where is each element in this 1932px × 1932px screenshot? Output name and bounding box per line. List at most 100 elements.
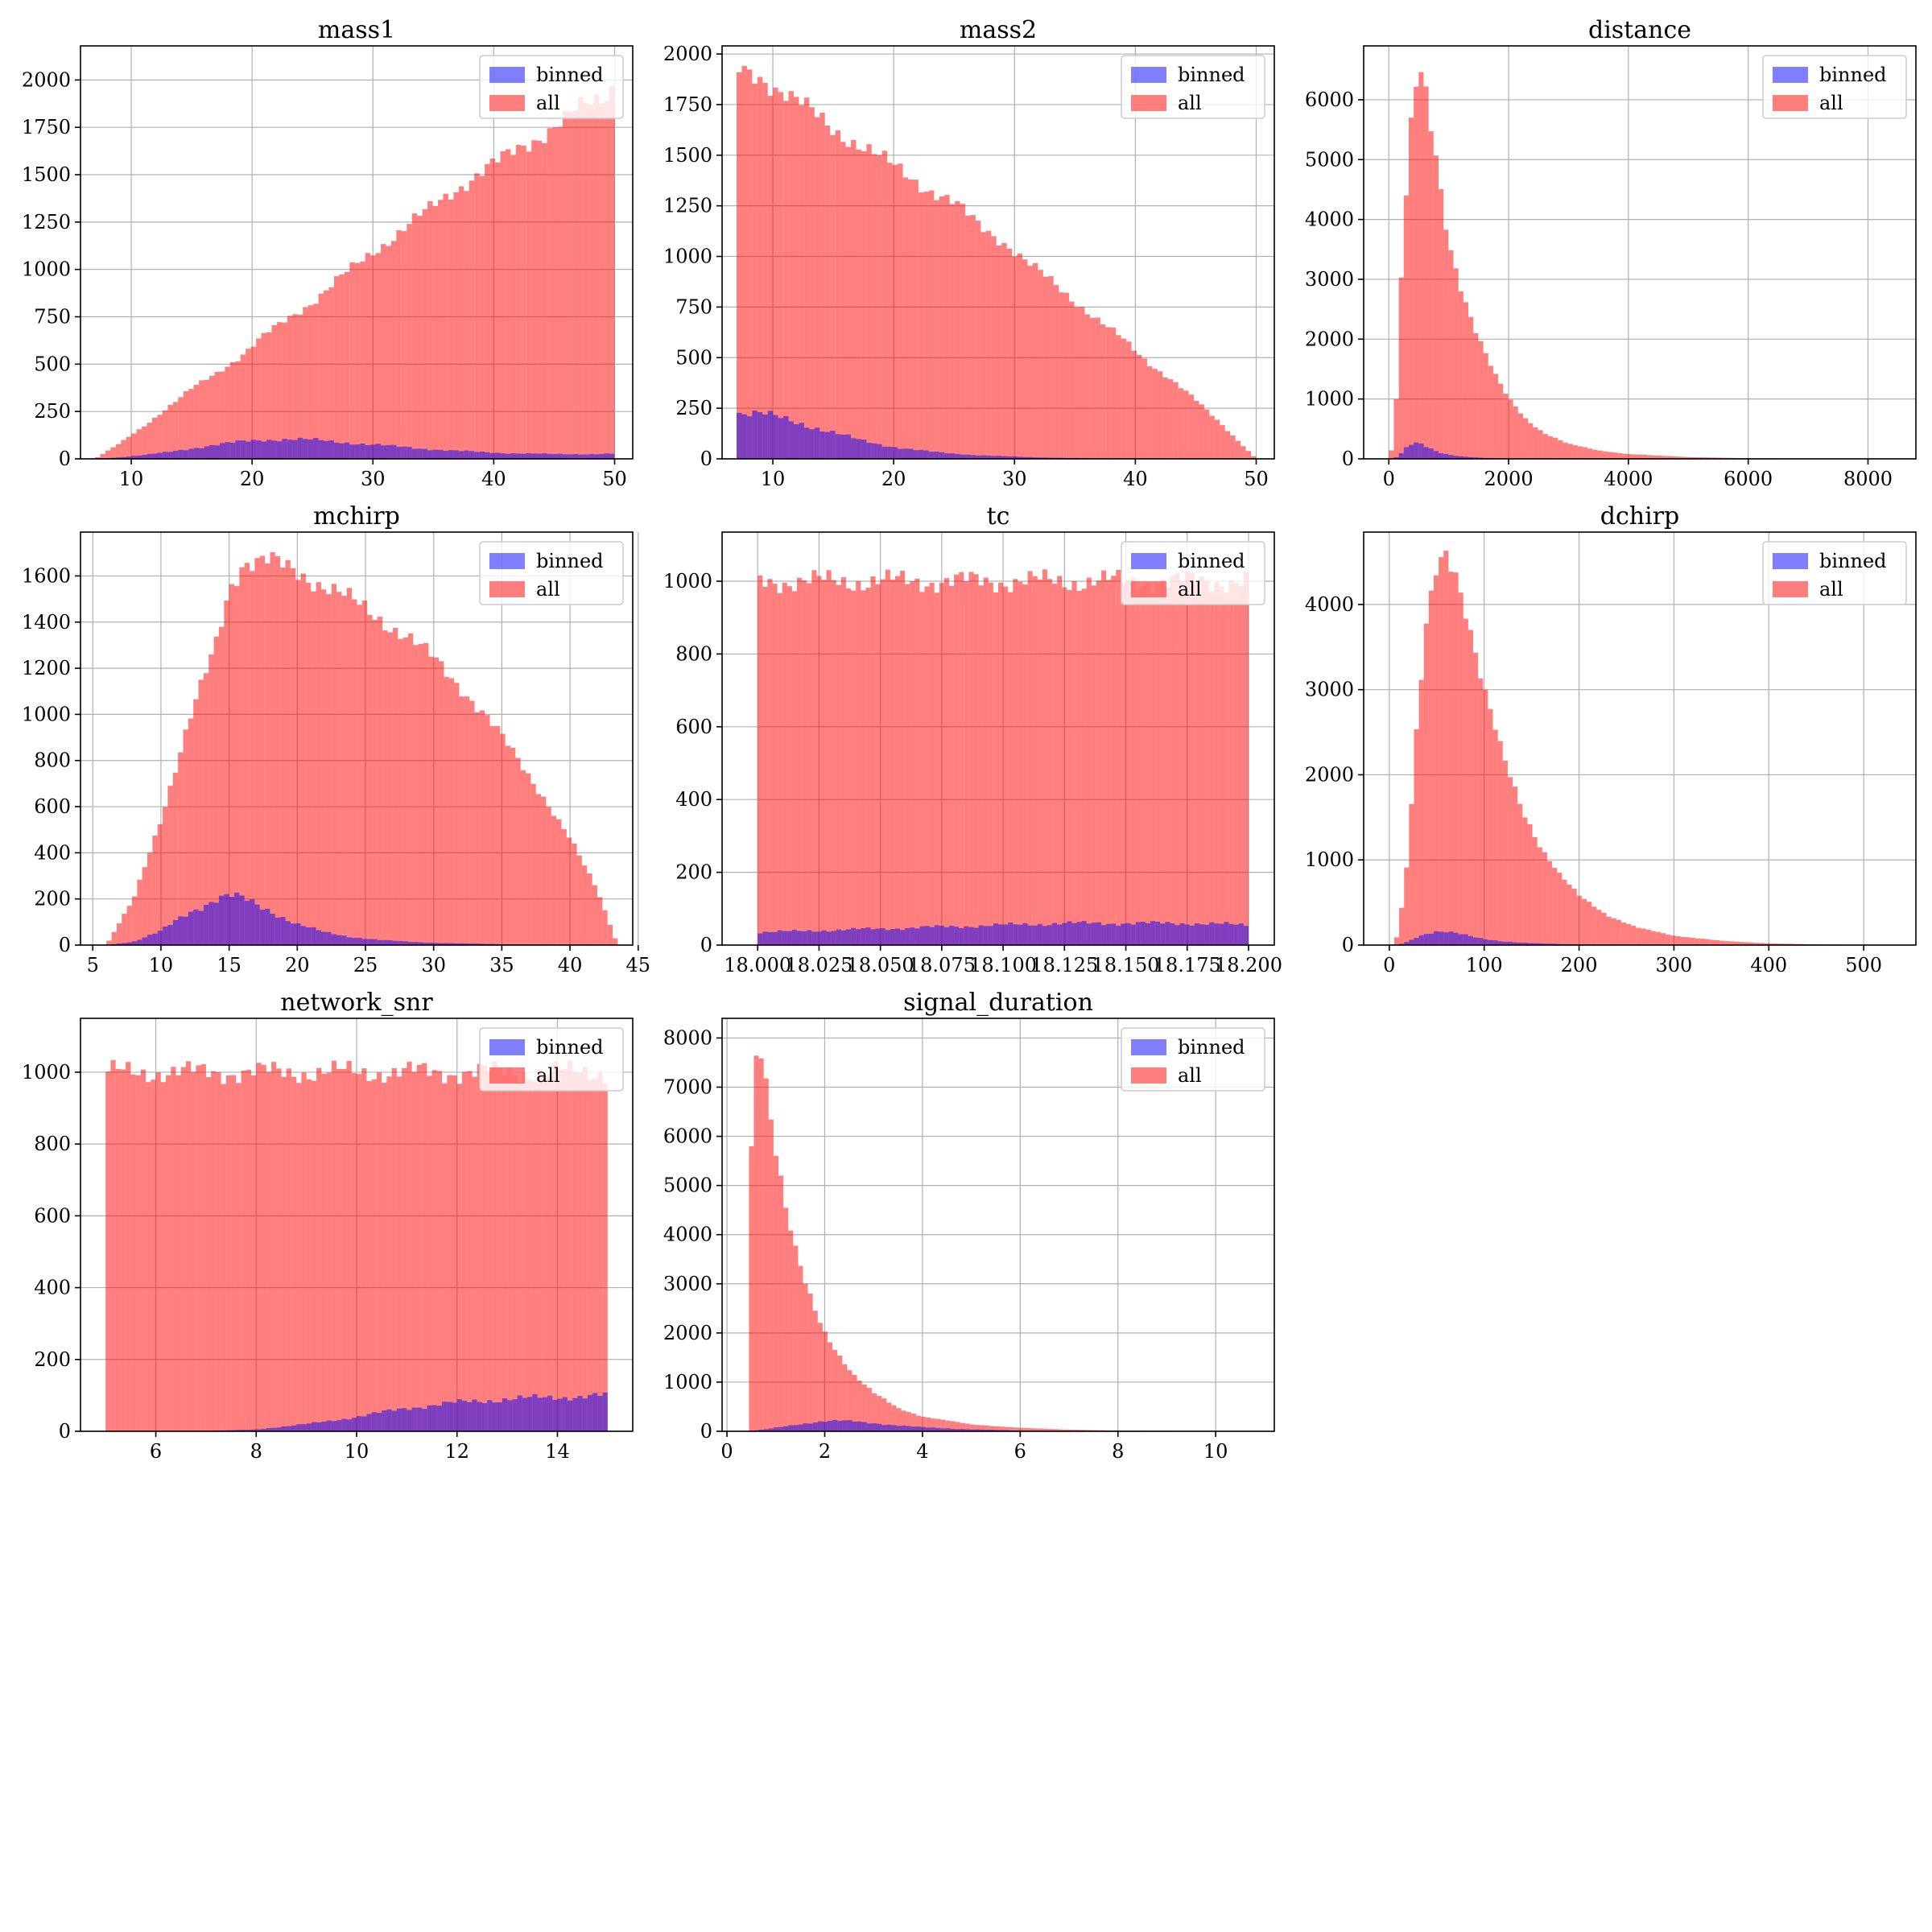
histogram-bar-all	[204, 379, 210, 459]
histogram-bar-all	[988, 582, 993, 945]
y-tick-label: 4000	[1305, 593, 1354, 616]
histogram-bar-all	[333, 276, 340, 459]
histogram-bar-all	[852, 1374, 857, 1431]
histogram-bar-binned	[300, 926, 306, 945]
histogram-bar-all	[892, 164, 898, 459]
histogram-bar-binned	[842, 1420, 848, 1431]
histogram-bar-binned	[346, 1419, 352, 1431]
legend-swatch-binned	[1131, 553, 1166, 569]
histogram-bar-all	[902, 177, 909, 459]
histogram-bar-all	[896, 1408, 902, 1431]
histogram-bar-all	[861, 151, 867, 459]
histogram-bar-all	[239, 567, 245, 945]
histogram-bar-all	[1463, 302, 1469, 459]
histogram-bar-all	[999, 1426, 1005, 1431]
histogram-bar-binned	[1463, 934, 1468, 945]
histogram-bar-binned	[582, 1398, 588, 1431]
histogram-bar-all	[836, 584, 841, 945]
legend-swatch-binned	[1773, 553, 1808, 569]
y-tick-label: 2000	[1305, 763, 1354, 786]
histogram-bar-binned	[1404, 942, 1410, 945]
histogram-bar-all	[1414, 86, 1419, 459]
histogram-bar-binned	[328, 440, 334, 459]
histogram-bar-all	[1463, 618, 1468, 945]
series-all	[95, 86, 615, 460]
histogram-bar-all	[980, 1425, 985, 1431]
histogram-bar-binned	[552, 1399, 558, 1431]
histogram-bar-all	[835, 130, 841, 459]
histogram-bar-binned	[973, 927, 979, 945]
histogram-bar-all	[1587, 448, 1593, 459]
histogram-bar-all	[809, 107, 815, 460]
histogram-bar-all	[773, 87, 778, 459]
histogram-bar-binned	[448, 450, 454, 459]
series-binned	[737, 410, 1195, 459]
legend-label-all: all	[1178, 1064, 1202, 1087]
histogram-bar-binned	[361, 1416, 367, 1431]
histogram-bar-all	[1577, 446, 1583, 459]
histogram-bar-all	[1146, 366, 1153, 459]
histogram-bar-all	[989, 1426, 995, 1431]
y-tick-label: 400	[34, 1277, 71, 1299]
histogram-bar-all	[965, 215, 971, 459]
histogram-bar-all	[265, 563, 270, 945]
histogram-bar-binned	[880, 928, 886, 945]
histogram-bar-binned	[485, 452, 490, 459]
histogram-bar-all	[487, 1071, 493, 1431]
legend-label-binned: binned	[536, 1036, 604, 1059]
histogram-bar-binned	[265, 908, 270, 945]
subplot-title: mass2	[960, 16, 1037, 44]
histogram-bar-all	[875, 584, 881, 945]
histogram-bar-binned	[791, 929, 797, 945]
y-tick-label: 1200	[22, 657, 71, 679]
histogram-bar-all	[495, 162, 501, 459]
histogram-bar-all	[1165, 587, 1170, 945]
y-tick-label: 6000	[663, 1125, 712, 1148]
histogram-bar-binned	[418, 942, 423, 945]
histogram-bar-binned	[567, 1400, 573, 1431]
histogram-bar-all	[928, 190, 935, 459]
histogram-bar-all	[1537, 847, 1542, 945]
histogram-bar-all	[469, 180, 475, 459]
histogram-bar-all	[392, 627, 398, 945]
histogram-bar-all	[131, 896, 138, 945]
histogram-bar-all	[1174, 572, 1180, 945]
histogram-bar-binned	[891, 1425, 897, 1431]
histogram-bar-binned	[1532, 943, 1538, 945]
histogram-bar-binned	[183, 450, 189, 459]
subplot-mchirp: 5 10 15 20 25 30 35 40 45 0 200 400 600 800 1000 1200 14…	[22, 502, 650, 976]
legend-label-all: all	[1178, 578, 1202, 601]
histogram-bar-all	[998, 582, 1004, 945]
x-tick-label: 30	[421, 954, 446, 976]
y-tick-label: 0	[1342, 934, 1354, 956]
histogram-bar-all	[1702, 457, 1707, 459]
histogram-bar-binned	[531, 453, 537, 459]
histogram-bar-binned	[433, 943, 440, 945]
histogram-bar-all	[167, 786, 173, 945]
histogram-bar-all	[814, 117, 820, 459]
x-tick-label: 18.075	[908, 954, 976, 976]
histogram-bar-all	[877, 1395, 882, 1431]
histogram-bar-binned	[423, 943, 429, 945]
histogram-bar-all	[1100, 324, 1106, 459]
legend-swatch-binned	[1131, 67, 1166, 83]
histogram-bar-binned	[928, 452, 935, 459]
histogram-bar-all	[1443, 551, 1449, 945]
histogram-bar-binned	[831, 931, 836, 945]
histogram-bar-binned	[1418, 935, 1424, 945]
histogram-bar-all	[1204, 581, 1210, 945]
y-tick-label: 5000	[1305, 148, 1354, 171]
histogram-bar-all	[116, 923, 122, 945]
histogram-bar-all	[1214, 582, 1220, 945]
histogram-bar-all	[865, 588, 871, 945]
histogram-bar-all	[151, 1080, 156, 1431]
histogram-bar-all	[203, 673, 209, 945]
legend: binned all	[479, 1027, 624, 1092]
histogram-bar-all	[1616, 919, 1621, 945]
histogram-bar-binned	[126, 456, 132, 459]
histogram-bar-binned	[526, 452, 532, 459]
histogram-bar-all	[851, 139, 857, 460]
histogram-bar-binned	[593, 454, 600, 459]
x-tick-label: 10	[119, 468, 144, 490]
histogram-bar-binned	[477, 1402, 482, 1431]
